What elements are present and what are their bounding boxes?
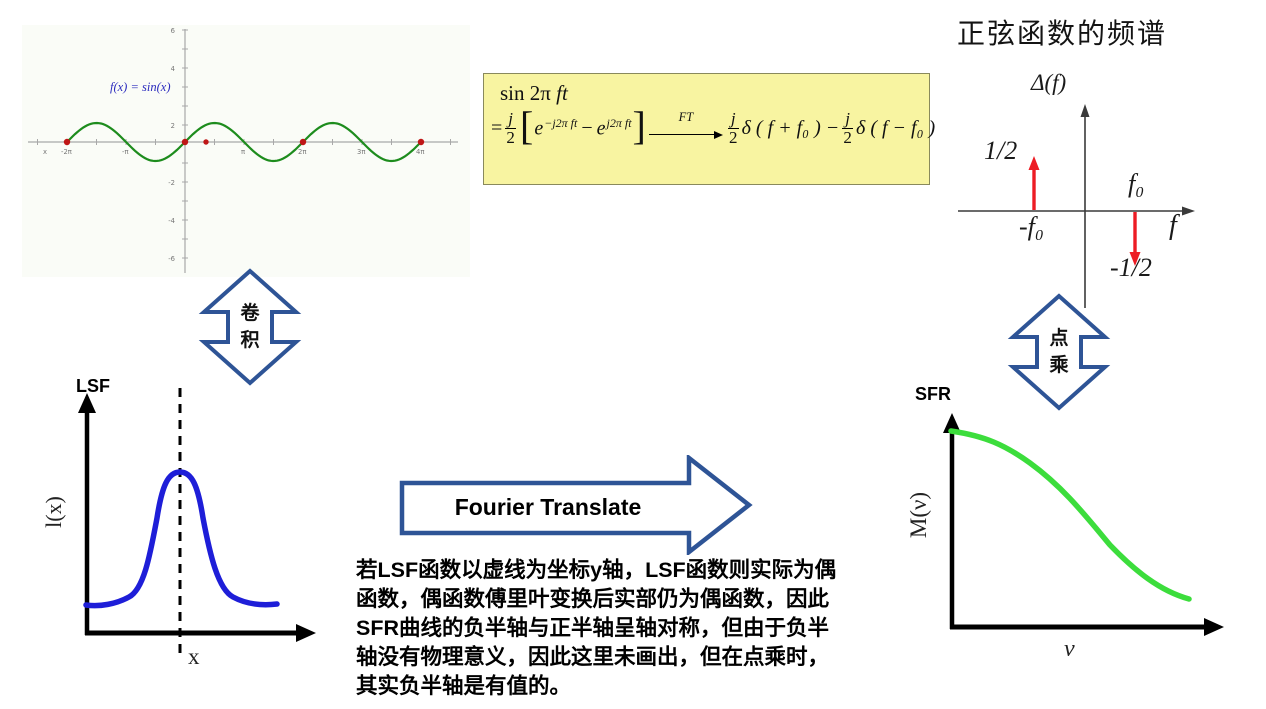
negative-impulse-arrowhead xyxy=(1129,252,1141,266)
ft-arrow-shaft xyxy=(648,134,716,136)
sfr-title: SFR xyxy=(915,384,951,404)
sine-x-tick-label: x xyxy=(43,148,47,156)
lsf-y-axis-label: l(x) xyxy=(41,496,66,528)
sine-function-label: f(x) = sin(x) xyxy=(110,80,171,94)
sine-y-tick-label: -2 xyxy=(168,179,175,187)
exp-term-positive: ej2π ft xyxy=(596,116,632,140)
spectrum-x-axis-arrowhead xyxy=(1182,206,1195,216)
left-bracket: [ xyxy=(520,103,534,149)
sine-y-tick-label: -4 xyxy=(168,217,175,225)
convolution-updown-arrow: 卷 积 xyxy=(198,268,302,386)
sine-x-tick-label: π xyxy=(241,148,245,156)
updown-arrow-shape xyxy=(198,268,302,386)
negative-frequency-label: -f₀ xyxy=(1019,212,1044,241)
fourier-translate-label: Fourier Translate xyxy=(454,493,642,520)
positive-impulse-arrowhead xyxy=(1028,156,1040,170)
sine-x-tick-label: 2π xyxy=(298,148,306,156)
exp-term-negative: e−j2π ft xyxy=(534,116,578,140)
delta-term-plus: δ ( f + f₀ ) − xyxy=(741,116,840,139)
note-text: 若LSF函数以虚线为坐标y轴，LSF函数则实际为偶 函数，偶函数傅里叶变换后实部… xyxy=(356,558,837,698)
sine-x-tick-label: -π xyxy=(122,148,129,156)
lsf-y-axis-arrowhead xyxy=(78,393,96,413)
spectrum-x-axis-label: f xyxy=(1169,210,1177,241)
sine-plot-svg: x -2π -π π 2π 3π 4π 6 4 2 -2 -4 -6 xyxy=(28,27,458,273)
sfr-curve xyxy=(948,428,1192,602)
negative-impulse-value: -1/2 xyxy=(1110,253,1152,282)
ft-arrow-label: FT xyxy=(678,110,694,125)
sfr-x-axis-arrowhead xyxy=(1204,618,1224,636)
formula-sin-italic: ft xyxy=(556,81,568,105)
spectrum-y-axis-arrowhead xyxy=(1080,104,1090,117)
lsf-title: LSF xyxy=(76,376,110,396)
sine-y-tick-label: -6 xyxy=(168,255,175,263)
dot-product-label: 点 乘 xyxy=(1049,328,1069,376)
formula-line1: sin 2π ft xyxy=(500,81,568,106)
equals-sign: = xyxy=(491,116,503,139)
updown-arrow-shape xyxy=(1007,293,1111,411)
sfr-y-axis-label: M(ν) xyxy=(906,491,931,539)
sine-y-axis-ticks xyxy=(182,29,188,259)
sine-x-tick-label: -2π xyxy=(61,148,72,156)
lsf-x-axis-label: x xyxy=(188,644,200,669)
right-bracket: ] xyxy=(632,103,646,149)
dot-product-updown-arrow: 点 乘 xyxy=(1007,293,1111,411)
spectrum-y-axis-label: Δ(f) xyxy=(1031,70,1067,95)
sine-plot: x -2π -π π 2π 3π 4π 6 4 2 -2 -4 -6 f(x) … xyxy=(22,25,470,277)
sine-sample-dots xyxy=(63,138,425,146)
sine-curve xyxy=(65,121,423,163)
sine-y-tick-label: 6 xyxy=(171,27,175,35)
sine-x-tick-label: 4π xyxy=(416,148,424,156)
convolution-label: 卷 积 xyxy=(240,303,260,351)
positive-frequency-label: f₀ xyxy=(1128,169,1145,198)
sfr-y-axis-arrowhead xyxy=(943,413,961,433)
delta-term-minus: δ ( f − f₀ ) xyxy=(856,116,936,139)
sfr-x-axis-label: ν xyxy=(1064,636,1075,662)
lsf-curve xyxy=(83,469,280,609)
spectrum-title: 正弦函数的频谱 xyxy=(957,19,1168,50)
spectrum-plot xyxy=(958,104,1195,308)
lsf-plot xyxy=(78,388,316,655)
formula-sin-roman: sin 2π xyxy=(500,81,557,105)
lsf-x-axis-arrowhead xyxy=(296,624,316,642)
sine-y-tick-label: 2 xyxy=(171,122,175,130)
fourier-transform-arrow: FT xyxy=(648,110,723,143)
minus-sign: − xyxy=(581,116,593,139)
sfr-plot xyxy=(943,413,1224,636)
fourier-translate-arrow xyxy=(399,455,753,555)
sine-x-tick-label: 3π xyxy=(357,148,365,156)
sine-y-tick-label: 4 xyxy=(171,65,175,73)
positive-impulse-value: 1/2 xyxy=(984,136,1018,165)
ft-arrow-head xyxy=(713,131,723,140)
